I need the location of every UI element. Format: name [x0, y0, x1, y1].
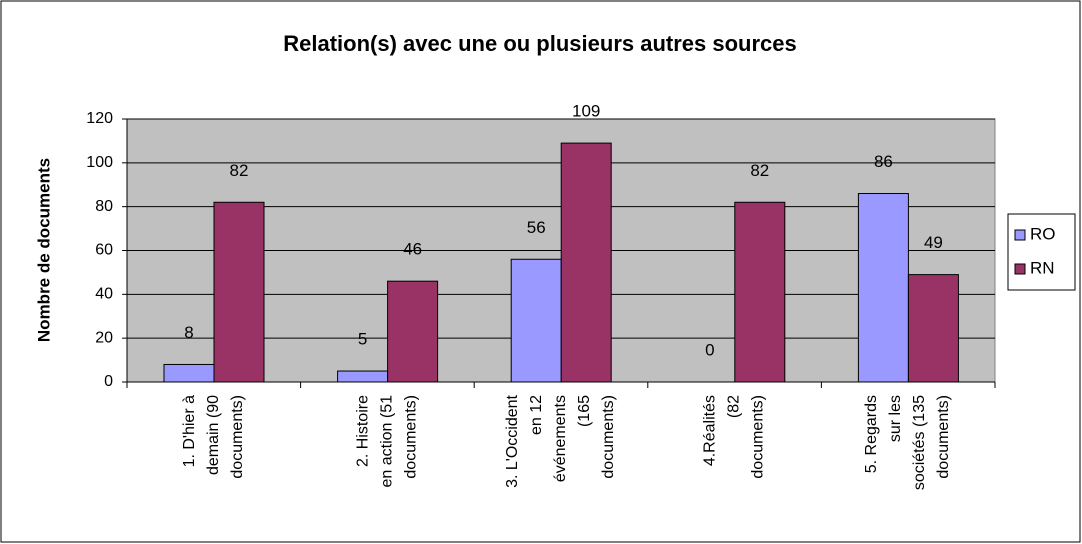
value-label: 82: [230, 161, 249, 180]
value-label: 82: [750, 161, 769, 180]
y-tick-label: 120: [86, 110, 113, 127]
x-tick-label-line: 4.Réalités: [702, 395, 719, 466]
y-tick-label: 100: [86, 154, 113, 171]
x-tick-label-line: (82: [726, 395, 743, 418]
x-tick-label-line: demain (90: [205, 395, 222, 475]
bar: [213, 201, 265, 383]
x-tick-label-line: 3. L'Occident: [504, 394, 521, 487]
x-tick-label-line: documents): [229, 395, 246, 479]
y-axis-label: Nombre de documents: [34, 158, 53, 342]
bar: [510, 258, 562, 383]
x-tick-label-line: documents): [750, 395, 767, 479]
x-tick-label: 4.Réalités (82 documents): [702, 395, 767, 479]
legend-swatch: [1014, 229, 1026, 241]
x-tick-label: 1. D'hier à demain (90 documents): [181, 395, 246, 479]
x-tick-label-line: 1. D'hier à: [181, 395, 198, 468]
x-tick-label-line: documents): [403, 395, 420, 479]
y-tick-label: 60: [95, 242, 113, 259]
x-tick-label: 3. L'Occident en 12 événements (165 document…: [504, 394, 617, 487]
chart-title: Relation(s) avec une ou plusieurs autres…: [283, 31, 797, 56]
bar: [560, 142, 612, 383]
y-tick-label: 0: [104, 373, 113, 390]
value-label: 8: [184, 323, 193, 342]
x-tick-label-line: en 12: [528, 395, 545, 435]
y-tick-label: 20: [95, 329, 113, 346]
x-tick-label-line: documents): [935, 395, 952, 479]
bar: [857, 193, 909, 383]
x-tick-label: 2. Histoire en action (51 documents): [355, 395, 420, 488]
x-tick-label-line: documents): [600, 395, 617, 479]
value-label: 46: [403, 240, 422, 259]
y-tick-label: 40: [95, 286, 113, 303]
y-tick-label: 80: [95, 198, 113, 215]
bar: [734, 201, 786, 383]
x-tick-label-line: sur les: [887, 395, 904, 442]
x-tick-label-line: en action (51: [379, 395, 396, 488]
value-label: 49: [924, 233, 943, 252]
value-label: 56: [527, 218, 546, 237]
x-tick-label: 5. Regards sur les sociétés (135 documents): [863, 395, 952, 490]
x-tick-label-line: 5. Regards: [863, 395, 880, 473]
value-label: 86: [874, 152, 893, 171]
value-label: 109: [572, 102, 600, 121]
value-label: 5: [358, 330, 367, 349]
legend-label: RN: [1030, 258, 1055, 277]
bar: [163, 363, 215, 383]
x-tick-label-line: 2. Histoire: [355, 395, 372, 467]
legend-label: RO: [1030, 224, 1056, 243]
x-tick-label-line: (165: [576, 395, 593, 427]
value-label: 0: [705, 340, 714, 359]
x-tick-label-line: événements: [552, 395, 569, 482]
legend-box: [1007, 213, 1076, 291]
legend-swatch: [1014, 263, 1026, 275]
bar: [387, 280, 439, 383]
x-tick-label-line: sociétés (135: [911, 395, 928, 490]
bar: [907, 274, 959, 383]
bar: [337, 370, 389, 383]
